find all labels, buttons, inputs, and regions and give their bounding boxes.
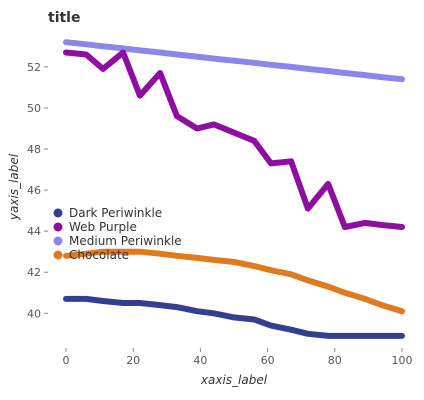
y-axis: 40 42 44 46 48 50 52 — [27, 61, 48, 320]
x-tick-label-80: 80 — [328, 354, 342, 367]
y-tick-label-48: 48 — [27, 143, 41, 156]
y-tick-label-44: 44 — [27, 225, 41, 238]
series-lines — [63, 39, 405, 339]
y-tick-label-46: 46 — [27, 184, 41, 197]
x-tick-label-40: 40 — [193, 354, 207, 367]
x-tick-label-20: 20 — [126, 354, 140, 367]
x-axis-title: xaxis_label — [200, 373, 268, 387]
y-tick-label-52: 52 — [27, 61, 41, 74]
line-chocolate — [63, 248, 405, 315]
legend-label-web-purple: Web Purple — [69, 220, 137, 234]
legend-label-dark-periwinkle: Dark Periwinkle — [69, 206, 162, 220]
line-web-purple — [63, 49, 405, 230]
legend-label-chocolate: Chocolate — [69, 248, 129, 262]
x-axis: 0 20 40 60 80 100 — [63, 348, 413, 367]
chart-title: title — [48, 10, 80, 26]
legend-swatch-web-purple — [53, 222, 63, 232]
x-tick-label-0: 0 — [63, 354, 70, 367]
legend-swatch-dark-periwinkle — [53, 208, 63, 218]
y-axis-title: yaxis_label — [7, 153, 21, 221]
x-tick-label-100: 100 — [392, 354, 413, 367]
line-medium-periwinkle — [63, 39, 405, 83]
x-tick-label-60: 60 — [261, 354, 275, 367]
y-tick-label-40: 40 — [27, 307, 41, 320]
line-dark-periwinkle — [63, 295, 405, 339]
y-tick-label-50: 50 — [27, 102, 41, 115]
legend-label-medium-periwinkle: Medium Periwinkle — [69, 234, 182, 248]
legend-swatch-chocolate — [53, 250, 63, 260]
y-tick-label-42: 42 — [27, 266, 41, 279]
legend-swatch-medium-periwinkle — [53, 236, 63, 246]
